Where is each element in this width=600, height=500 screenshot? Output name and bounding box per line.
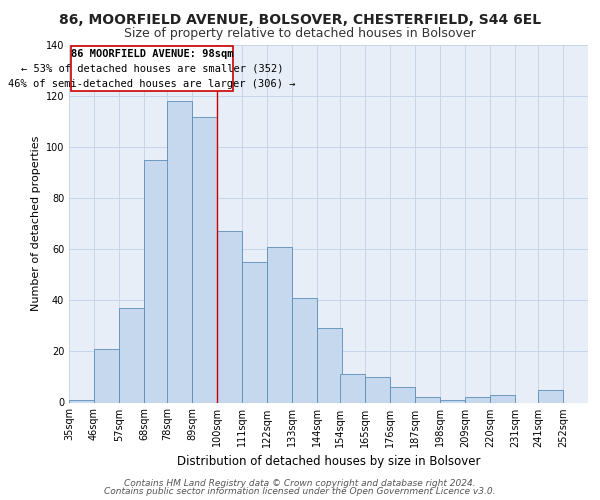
Text: 46% of semi-detached houses are larger (306) →: 46% of semi-detached houses are larger (… — [8, 78, 296, 88]
Text: 86, MOORFIELD AVENUE, BOLSOVER, CHESTERFIELD, S44 6EL: 86, MOORFIELD AVENUE, BOLSOVER, CHESTERF… — [59, 12, 541, 26]
Bar — [490, 395, 515, 402]
Text: Size of property relative to detached houses in Bolsover: Size of property relative to detached ho… — [124, 28, 476, 40]
Bar — [268, 246, 292, 402]
Bar — [242, 262, 266, 402]
Text: 86 MOORFIELD AVENUE: 98sqm: 86 MOORFIELD AVENUE: 98sqm — [71, 48, 233, 58]
Bar — [466, 398, 490, 402]
Bar — [440, 400, 465, 402]
Text: Contains HM Land Registry data © Crown copyright and database right 2024.: Contains HM Land Registry data © Crown c… — [124, 478, 476, 488]
Bar — [391, 387, 415, 402]
Bar — [340, 374, 365, 402]
Bar — [415, 398, 440, 402]
Bar — [217, 232, 242, 402]
Bar — [317, 328, 342, 402]
Bar — [94, 349, 119, 403]
Bar — [70, 400, 94, 402]
Bar — [292, 298, 317, 403]
X-axis label: Distribution of detached houses by size in Bolsover: Distribution of detached houses by size … — [177, 455, 480, 468]
Bar — [167, 101, 191, 402]
Y-axis label: Number of detached properties: Number of detached properties — [31, 136, 41, 312]
Bar — [71, 46, 233, 91]
Text: Contains public sector information licensed under the Open Government Licence v3: Contains public sector information licen… — [104, 487, 496, 496]
Bar — [365, 377, 389, 402]
Bar — [192, 116, 217, 403]
Bar — [119, 308, 144, 402]
Bar — [538, 390, 563, 402]
Bar — [145, 160, 169, 402]
Text: ← 53% of detached houses are smaller (352): ← 53% of detached houses are smaller (35… — [21, 64, 283, 74]
